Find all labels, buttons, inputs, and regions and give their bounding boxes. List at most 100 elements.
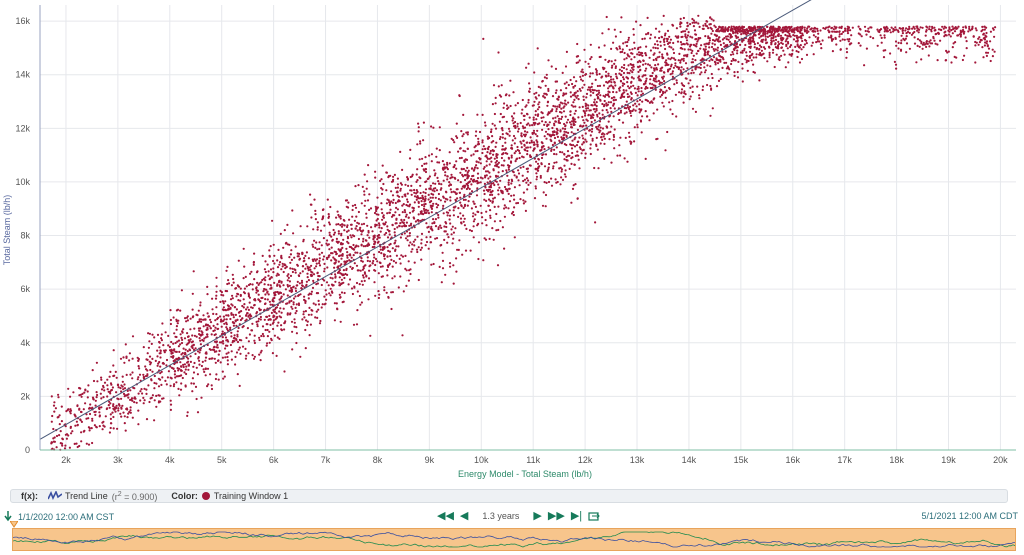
data-point xyxy=(785,66,787,68)
data-point xyxy=(548,181,550,183)
data-point xyxy=(280,282,282,284)
data-point xyxy=(717,47,719,49)
data-point xyxy=(211,298,213,300)
data-point xyxy=(531,124,533,126)
data-point xyxy=(804,30,806,32)
data-point xyxy=(167,335,169,337)
data-point xyxy=(660,70,662,72)
data-point xyxy=(590,153,592,155)
data-point xyxy=(453,206,455,208)
data-point xyxy=(441,281,443,283)
data-point xyxy=(323,263,325,265)
data-point xyxy=(758,37,760,39)
data-point xyxy=(336,308,338,310)
data-point xyxy=(563,153,565,155)
data-point xyxy=(235,319,237,321)
data-point xyxy=(435,197,437,199)
data-point xyxy=(832,50,834,52)
data-point xyxy=(484,155,486,157)
data-point xyxy=(700,44,702,46)
data-point xyxy=(914,43,916,45)
data-point xyxy=(527,171,529,173)
data-point xyxy=(425,222,427,224)
data-point xyxy=(339,224,341,226)
data-point xyxy=(406,222,408,224)
data-point xyxy=(319,264,321,266)
data-point xyxy=(453,214,455,216)
data-point xyxy=(552,167,554,169)
data-point xyxy=(549,134,551,136)
data-point xyxy=(975,27,977,29)
data-point xyxy=(598,124,600,126)
data-point xyxy=(340,321,342,323)
data-point xyxy=(486,151,488,153)
data-point xyxy=(712,39,714,41)
data-point xyxy=(506,121,508,123)
data-point xyxy=(543,148,545,150)
data-point xyxy=(691,18,693,20)
data-point xyxy=(173,385,175,387)
data-point xyxy=(409,212,411,214)
data-point xyxy=(496,154,498,156)
data-point xyxy=(831,31,833,33)
data-point xyxy=(508,157,510,159)
data-point xyxy=(542,205,544,207)
data-point xyxy=(465,158,467,160)
data-point xyxy=(102,425,104,427)
data-point xyxy=(603,84,605,86)
data-point xyxy=(758,48,760,50)
data-point xyxy=(656,40,658,42)
data-point xyxy=(801,48,803,50)
data-point xyxy=(253,340,255,342)
data-point xyxy=(406,198,408,200)
data-point xyxy=(774,66,776,68)
data-point xyxy=(514,152,516,154)
data-point xyxy=(813,53,815,55)
data-point xyxy=(354,204,356,206)
data-point xyxy=(663,72,665,74)
data-point xyxy=(699,26,701,28)
data-point xyxy=(396,255,398,257)
data-point xyxy=(131,377,133,379)
data-point xyxy=(742,50,744,52)
data-point xyxy=(546,182,548,184)
data-point xyxy=(694,33,696,35)
data-point xyxy=(155,406,157,408)
data-point xyxy=(510,160,512,162)
data-point xyxy=(573,164,575,166)
data-point xyxy=(759,52,761,54)
data-point xyxy=(723,62,725,64)
data-point xyxy=(613,103,615,105)
data-point xyxy=(523,156,525,158)
data-point xyxy=(223,309,225,311)
data-point xyxy=(630,63,632,65)
data-point xyxy=(437,204,439,206)
data-point xyxy=(413,189,415,191)
data-point xyxy=(574,113,576,115)
data-point xyxy=(138,365,140,367)
data-point xyxy=(639,24,641,26)
data-point xyxy=(54,441,56,443)
data-point xyxy=(368,244,370,246)
data-point xyxy=(458,249,460,251)
data-point xyxy=(827,26,829,28)
data-point xyxy=(580,148,582,150)
data-point xyxy=(556,146,558,148)
data-point xyxy=(756,53,758,55)
data-point xyxy=(331,290,333,292)
data-point xyxy=(433,190,435,192)
data-point xyxy=(243,291,245,293)
data-point xyxy=(431,211,433,213)
data-point xyxy=(269,318,271,320)
data-point xyxy=(437,217,439,219)
data-point xyxy=(303,260,305,262)
data-point xyxy=(657,44,659,46)
data-point xyxy=(95,405,97,407)
data-point xyxy=(585,96,587,98)
data-point xyxy=(535,110,537,112)
data-point xyxy=(697,22,699,24)
data-point xyxy=(626,101,628,103)
data-point xyxy=(316,272,318,274)
data-point xyxy=(95,400,97,402)
data-point xyxy=(453,232,455,234)
